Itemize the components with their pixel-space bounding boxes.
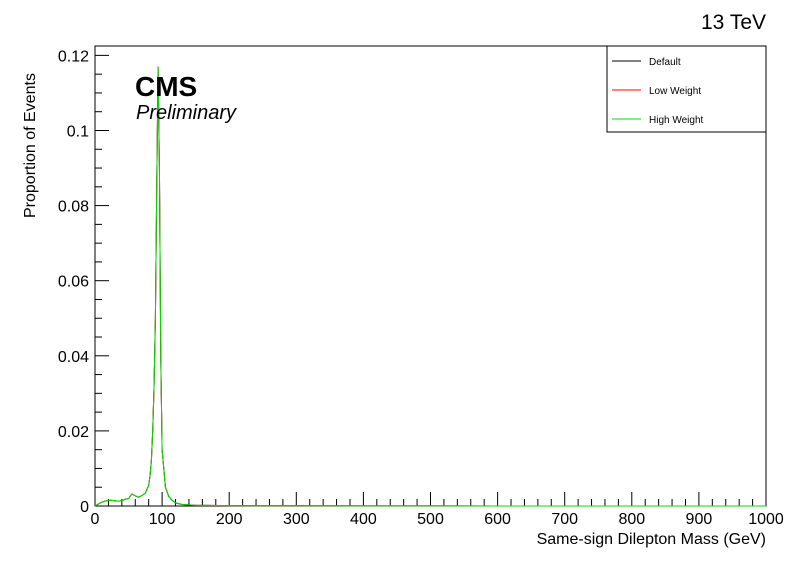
legend-label-low-weight: Low Weight (649, 86, 701, 97)
x-tick-label: 700 (551, 511, 578, 528)
x-tick-label: 500 (417, 511, 444, 528)
status-label: Preliminary (136, 102, 237, 124)
y-tick-label: 0.06 (58, 274, 89, 291)
x-axis: 0 100 200 300 400 500 600 700 800 900 1000 (91, 492, 784, 528)
y-tick-label: 0.1 (67, 123, 89, 140)
series-line-low-weight (94, 66, 766, 507)
x-tick-label: 800 (618, 511, 645, 528)
legend-label-high-weight: High Weight (649, 115, 704, 126)
x-tick-label: 1000 (748, 511, 784, 528)
x-axis-label: Same-sign Dilepton Mass (GeV) (537, 531, 766, 548)
x-tick-label: 900 (686, 511, 713, 528)
series-group (94, 66, 766, 507)
x-tick-label: 300 (283, 511, 310, 528)
legend-label-default: Default (649, 57, 681, 68)
series-line-default (94, 66, 766, 507)
y-tick-label: 0.02 (58, 424, 89, 441)
x-tick-label: 600 (484, 511, 511, 528)
legend: Default Low Weight High Weight (606, 45, 767, 133)
y-tick-label: 0.04 (58, 349, 89, 366)
y-axis: 0 0.02 0.04 0.06 0.08 0.1 0.12 (58, 48, 109, 516)
series-line-high-weight (94, 66, 766, 507)
y-axis-label: Proportion of Events (22, 73, 39, 218)
x-tick-label: 0 (91, 511, 100, 528)
y-tick-label: 0.12 (58, 48, 89, 65)
legend-box (606, 45, 767, 133)
y-tick-label: 0.08 (58, 199, 89, 216)
experiment-label: CMS (135, 71, 197, 102)
x-tick-label: 100 (149, 511, 176, 528)
y-tick-label: 0 (80, 499, 89, 516)
x-tick-label: 400 (350, 511, 377, 528)
x-tick-label: 200 (216, 511, 243, 528)
energy-label: 13 TeV (701, 11, 766, 34)
